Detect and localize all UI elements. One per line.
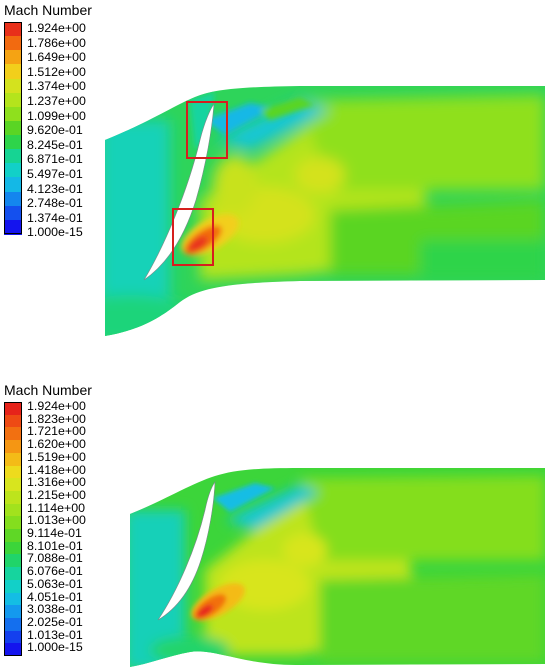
tick-label: 5.497e-01 [27,167,83,181]
colorbar-segment [4,554,22,568]
tick-label: 6.076e-01 [27,564,83,579]
flow-domain [105,86,545,336]
colorbar-segment [4,465,22,479]
colorbar [4,402,22,657]
colorbar-segment [4,64,22,80]
colorbar-segment [4,414,22,428]
tick-label: 9.114e-01 [27,526,82,540]
colorbar-segment [4,579,22,593]
colorbar-segment [4,630,22,644]
colorbar-segment [4,617,22,631]
tick-label: 6.871e-01 [27,152,83,167]
tick-label: 1.215e+00 [27,487,86,502]
tick-label: 1.000e-15 [27,640,83,655]
tick-label: 1.512e+00 [27,64,86,79]
colorbar-segment [4,120,22,136]
tick-label: 2.025e-01 [27,614,83,629]
tick-label: 1.786e+00 [27,35,86,50]
tick-label: 3.038e-01 [27,602,83,617]
colorbar-segment [4,452,22,466]
turbine-blade-profile [157,481,216,621]
colorbar-segment [4,205,22,221]
tick-label: 1.374e+00 [27,79,86,94]
tick-label: 1.099e+00 [27,108,86,123]
contour-panel-top: Mach Number 1.924e+00 1.786e+00 1.649e+0… [4,2,545,336]
tick-label: 7.088e-01 [27,551,83,566]
colorbar-segment [4,78,22,94]
colorbar-segment [4,529,22,542]
tick-label: 1.649e+00 [27,50,86,65]
colorbar-segment [4,516,22,530]
colorbar-segment [4,149,22,165]
colorbar-segment [4,135,22,151]
mach-contour-field [130,468,545,667]
colorbar-segment [4,163,22,179]
colorbar-segment [4,219,22,235]
tick-label: 1.620e+00 [27,437,86,452]
tick-label: 8.245e-01 [27,137,83,152]
colorbar-segment [4,490,22,504]
colorbar-segment [4,427,22,441]
colorbar-segment [4,106,22,122]
colorbar-segment [4,92,22,108]
colorbar-segment [4,177,22,193]
colorbar-segment [4,402,22,415]
tick-label: 1.114e+00 [27,500,85,515]
tick-label: 1.000e-15 [27,225,83,240]
colorbar-segment [4,50,22,66]
colorbar-segment [4,22,22,37]
colorbar-segment [4,503,22,517]
tick-label: 5.063e-01 [27,576,83,591]
colorbar-segment [4,36,22,52]
colorbar-segment [4,478,22,492]
tick-label: 1.237e+00 [27,94,86,108]
tick-label: 1.013e-01 [27,627,83,642]
tick-label: 1.519e+00 [27,449,86,464]
tick-label: 1.316e+00 [27,475,86,490]
mach-contour-field [105,86,545,336]
flow-domain [130,468,545,667]
tick-label: 4.123e-01 [27,181,83,196]
colorbar-segment [4,567,22,581]
tick-label: 1.924e+00 [27,399,86,413]
tick-label: 1.013e+00 [27,513,86,528]
tick-label: 1.721e+00 [27,424,86,439]
colorbar-segment [4,592,22,606]
tick-label: 1.374e-01 [27,210,83,225]
colorbar-segment [4,605,22,619]
highlight-box-lower [172,208,214,266]
tick-label: 1.823e+00 [27,411,86,426]
tick-label: 2.748e-01 [27,196,83,211]
tick-label: 9.620e-01 [27,123,83,138]
colorbar-segment [4,643,22,657]
legend-title: Mach Number [4,382,92,398]
tick-label: 4.051e-01 [27,589,83,604]
colorbar-segment [4,191,22,207]
colorbar-segment [4,541,22,555]
tick-label: 1.924e+00 [27,21,86,35]
tick-label: 1.418e+00 [27,462,86,477]
tick-label: 8.101e-01 [27,538,83,553]
highlight-box-upper [186,101,228,159]
colorbar [4,22,22,235]
contour-panel-bottom: Mach Number 1.924e+00 1.823e+00 1.721e+0… [0,380,550,669]
legend-title: Mach Number [4,2,92,18]
colorbar-segment [4,440,22,454]
